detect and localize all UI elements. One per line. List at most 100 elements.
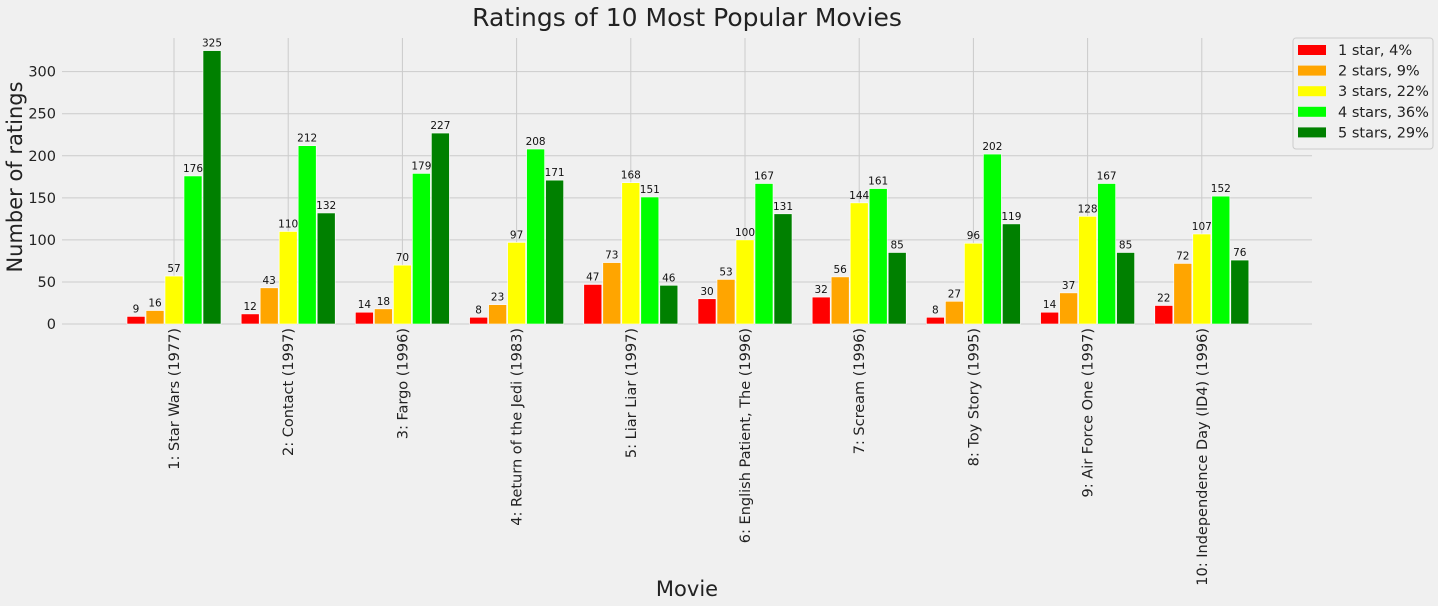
bar bbox=[316, 212, 336, 325]
x-tick-label: 7: Scream (1996) bbox=[852, 328, 868, 454]
bar bbox=[183, 175, 203, 325]
data-label: 152 bbox=[1211, 183, 1231, 195]
bar bbox=[1078, 216, 1097, 325]
data-label: 227 bbox=[430, 120, 450, 132]
data-label: 161 bbox=[868, 176, 888, 188]
bar bbox=[164, 275, 184, 325]
data-label: 85 bbox=[1119, 240, 1132, 252]
data-label: 46 bbox=[662, 272, 676, 284]
bar bbox=[278, 231, 298, 325]
data-label: 37 bbox=[1062, 280, 1075, 292]
y-tick-label: 0 bbox=[47, 317, 56, 333]
bar bbox=[1116, 252, 1135, 325]
y-axis-label: Number of ratings bbox=[3, 81, 27, 272]
legend-entry-label: 5 stars, 29% bbox=[1338, 125, 1429, 141]
bar bbox=[868, 188, 888, 325]
data-label: 18 bbox=[377, 296, 390, 308]
bar bbox=[640, 196, 660, 325]
x-tick-label: 10: Independence Day (ID4) (1996) bbox=[1195, 328, 1211, 586]
data-label: 27 bbox=[948, 288, 961, 300]
data-label: 212 bbox=[297, 133, 317, 145]
legend-entry-label: 2 stars, 9% bbox=[1338, 64, 1420, 80]
bar bbox=[583, 284, 603, 325]
x-tick-label: 6: English Patient, The (1996) bbox=[738, 328, 754, 543]
bar bbox=[126, 316, 146, 325]
bar bbox=[297, 145, 317, 325]
data-label: 144 bbox=[849, 190, 869, 202]
data-label: 14 bbox=[1043, 299, 1057, 311]
data-label: 23 bbox=[491, 292, 504, 304]
bar bbox=[602, 262, 622, 325]
bar bbox=[1040, 311, 1059, 325]
bar bbox=[431, 132, 450, 325]
data-label: 8 bbox=[932, 304, 939, 316]
data-label: 85 bbox=[891, 240, 904, 252]
data-label: 43 bbox=[263, 275, 276, 287]
bar bbox=[469, 316, 488, 325]
data-label: 47 bbox=[586, 271, 599, 283]
legend-swatch bbox=[1298, 127, 1326, 138]
bar bbox=[1059, 292, 1078, 325]
legend-swatch bbox=[1298, 106, 1326, 117]
bar bbox=[983, 153, 1002, 325]
bar bbox=[259, 287, 279, 325]
data-label: 32 bbox=[815, 284, 828, 296]
bar bbox=[355, 311, 374, 325]
data-label: 176 bbox=[183, 163, 203, 175]
y-tick-label: 250 bbox=[28, 107, 56, 123]
bar bbox=[964, 242, 983, 325]
data-label: 167 bbox=[754, 171, 774, 183]
data-label: 119 bbox=[1001, 211, 1021, 223]
legend-entry-label: 3 stars, 22% bbox=[1338, 84, 1429, 100]
data-label: 72 bbox=[1176, 250, 1189, 262]
data-label: 202 bbox=[982, 141, 1002, 153]
data-label: 73 bbox=[605, 250, 618, 262]
legend-box bbox=[1292, 37, 1434, 150]
bar bbox=[1154, 305, 1174, 325]
chart-title: Ratings of 10 Most Popular Movies bbox=[472, 3, 902, 32]
bar bbox=[716, 279, 736, 325]
bar bbox=[240, 313, 260, 325]
bar bbox=[811, 296, 831, 325]
data-label: 128 bbox=[1078, 203, 1098, 215]
bar bbox=[1173, 263, 1193, 325]
x-axis-ticks: 1: Star Wars (1977) 2: Contact (1997) 3: F… bbox=[167, 328, 1211, 586]
data-label: 30 bbox=[700, 286, 713, 298]
x-tick-label: 2: Contact (1997) bbox=[281, 328, 297, 456]
bar bbox=[374, 308, 393, 325]
bar bbox=[735, 239, 755, 325]
legend-entry-label: 4 stars, 36% bbox=[1338, 105, 1429, 121]
y-tick-label: 300 bbox=[28, 65, 56, 81]
x-tick-label: 1: Star Wars (1977) bbox=[167, 328, 183, 470]
data-label: 96 bbox=[967, 230, 981, 242]
x-tick-label: 4: Return of the Jedi (1983) bbox=[510, 328, 526, 526]
data-label: 57 bbox=[167, 263, 180, 275]
data-label: 151 bbox=[640, 184, 660, 196]
bar bbox=[945, 300, 964, 325]
bar bbox=[830, 276, 850, 325]
data-label: 53 bbox=[719, 266, 732, 278]
data-label: 179 bbox=[411, 160, 431, 172]
y-axis-ticks: 0 50 100 150 200 250 300 bbox=[28, 65, 56, 333]
data-label: 168 bbox=[621, 170, 641, 182]
data-label: 8 bbox=[475, 304, 482, 316]
y-tick-label: 200 bbox=[28, 149, 56, 165]
data-label: 325 bbox=[202, 38, 222, 50]
data-label: 76 bbox=[1233, 247, 1247, 259]
bar bbox=[526, 148, 545, 325]
bar bbox=[887, 252, 907, 325]
bars bbox=[126, 50, 1250, 325]
data-label: 100 bbox=[735, 227, 755, 239]
data-label: 131 bbox=[773, 201, 793, 213]
bar bbox=[145, 310, 165, 325]
bar bbox=[849, 202, 869, 325]
data-label: 16 bbox=[148, 298, 162, 310]
bar bbox=[1097, 183, 1116, 325]
data-label: 56 bbox=[834, 264, 848, 276]
x-tick-label: 8: Toy Story (1995) bbox=[966, 328, 982, 466]
bar bbox=[507, 242, 526, 325]
x-tick-label: 5: Liar Liar (1997) bbox=[624, 328, 640, 458]
legend-swatch bbox=[1298, 65, 1326, 76]
data-label: 70 bbox=[396, 252, 409, 264]
data-labels: 9 12 14 8 47 30 32 8 14 22 16 43 18 23 73 53 56 27 37 72 57 1… bbox=[133, 38, 1247, 317]
